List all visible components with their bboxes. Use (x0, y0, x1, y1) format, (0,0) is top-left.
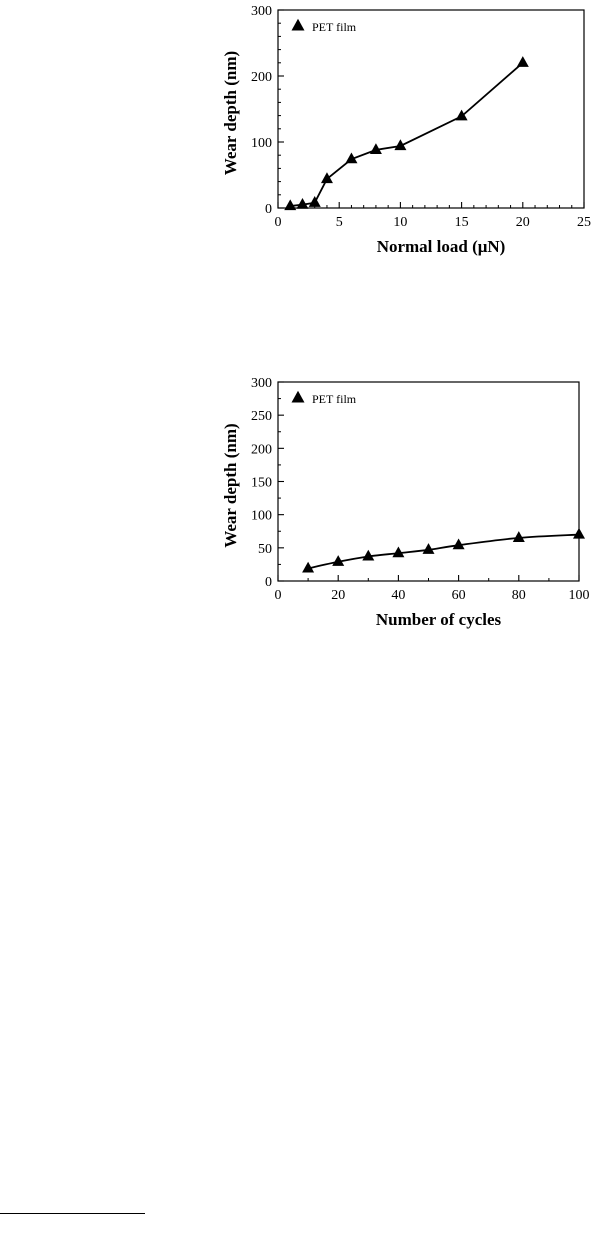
cycles-x-tick-label: 100 (569, 588, 590, 603)
load-data-point (284, 199, 297, 211)
load-x-tick-label: 25 (577, 215, 591, 230)
footnote-divider (0, 1213, 145, 1214)
cycles-x-tick-label: 40 (391, 588, 405, 603)
cycles-data-point (392, 546, 405, 558)
cycles-y-tick-label: 250 (251, 409, 272, 424)
cycles-x-axis-title: Number of cycles (376, 610, 502, 629)
load-y-tick-label: 300 (251, 4, 272, 19)
load-data-point (394, 139, 407, 151)
cycles-y-tick-label: 300 (251, 376, 272, 391)
cycles-data-point (512, 531, 525, 542)
load-y-tick-label: 100 (251, 136, 272, 151)
wear-vs-cycles-svg: 0 20 40 60 80 100 0 50 100 150 200 250 300 Number of … (221, 376, 590, 629)
cycles-legend-label: PET film (312, 392, 357, 406)
wear-vs-load-chart: 0 5 10 15 20 25 0 100 200 300 Normal load (μN) Wear… (0, 0, 596, 305)
load-x-tick-label: 15 (455, 215, 469, 230)
cycles-y-axis-title: Wear depth (nm) (221, 423, 240, 547)
cycles-y-tick-label: 100 (251, 509, 272, 524)
cycles-data-point (573, 527, 585, 539)
cycles-y-tick-label: 150 (251, 476, 272, 491)
load-legend-marker (291, 18, 305, 31)
load-y-tick-label: 200 (251, 70, 272, 85)
load-data-point (369, 143, 382, 155)
cycles-data-point (362, 549, 375, 561)
cycles-x-tick-label: 80 (512, 588, 526, 603)
load-data-point (320, 172, 333, 184)
cycles-x-tick-label: 60 (452, 588, 466, 603)
load-x-axis-title: Normal load (μN) (377, 237, 506, 256)
load-y-tick-label: 0 (265, 202, 272, 217)
cycles-data-point (452, 538, 465, 550)
cycles-y-tick-label: 50 (258, 542, 272, 557)
cycles-x-tick-label: 20 (331, 588, 345, 603)
load-y-axis-title: Wear depth (nm) (221, 51, 240, 175)
load-x-tick-label: 5 (336, 215, 343, 230)
cycles-series-line (307, 533, 580, 570)
load-data-point (308, 196, 321, 207)
load-data-point (296, 198, 309, 209)
load-data-point (516, 56, 529, 67)
cycles-y-tick-label: 0 (265, 575, 272, 590)
cycles-data-point (422, 543, 435, 554)
wear-vs-load-svg: 0 5 10 15 20 25 0 100 200 300 Normal load (μN) Wear… (221, 4, 591, 256)
cycles-y-tick-label: 200 (251, 442, 272, 457)
load-legend-label: PET film (312, 20, 357, 34)
cycles-data-point (332, 555, 345, 566)
load-x-tick-label: 20 (516, 215, 530, 230)
load-plot-frame (277, 9, 585, 209)
load-data-point (345, 152, 358, 164)
load-series-line (290, 62, 524, 207)
wear-vs-cycles-chart: 0 20 40 60 80 100 0 50 100 150 200 250 300 Number of … (0, 370, 596, 645)
load-data-point (455, 109, 468, 121)
load-x-tick-label: 0 (275, 215, 282, 230)
cycles-data-point (302, 561, 315, 573)
cycles-x-tick-label: 0 (275, 588, 282, 603)
load-x-tick-label: 10 (393, 215, 407, 230)
cycles-legend-marker (291, 390, 305, 403)
